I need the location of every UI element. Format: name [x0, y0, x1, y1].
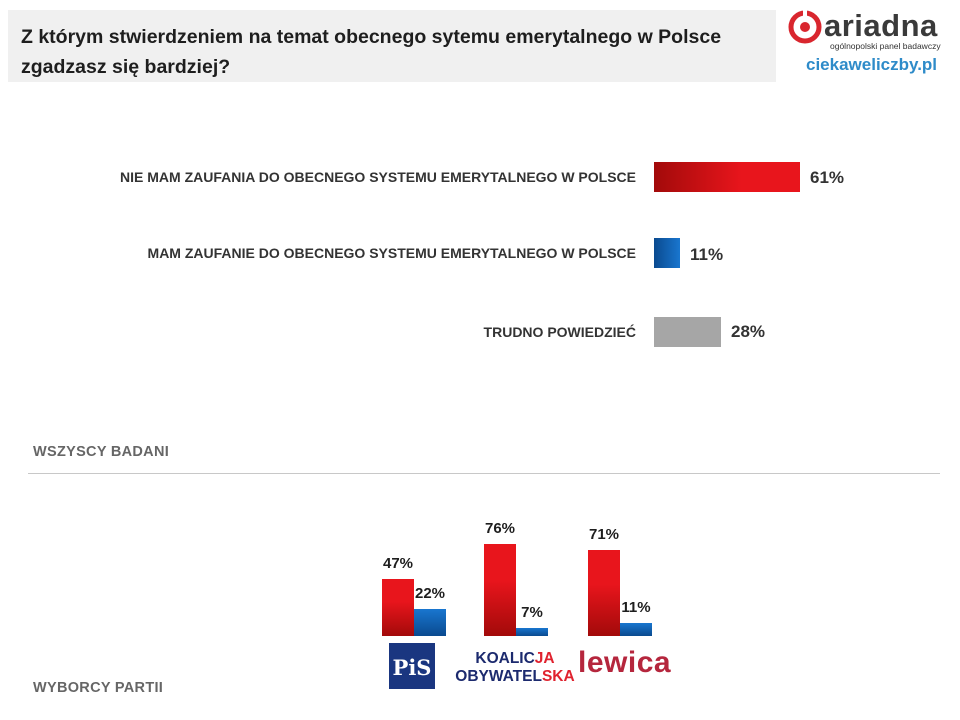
lewica-logo: lewica: [578, 646, 672, 679]
ko-logo-line2: OBYWATELSKA: [455, 668, 575, 685]
bar-ko-trust: [516, 628, 548, 636]
bar-lewica-no-trust: [588, 550, 620, 636]
bar-pis-trust: [414, 609, 446, 636]
page-title: Z którym stwierdzeniem na temat obecnego…: [21, 26, 722, 78]
bar-category-label: NIE MAM ZAUFANIA DO OBECNEGO SYSTEMU EME…: [120, 169, 636, 185]
bar-pis-no-trust: [382, 579, 414, 636]
bar-value-label: 47%: [382, 555, 414, 572]
ko-logo: KOALICJA OBYWATELSKA: [455, 650, 575, 686]
bar-ko-no-trust: [484, 544, 516, 636]
bar-value-label: 11%: [690, 245, 724, 264]
bar-value-label: 7%: [521, 604, 543, 621]
ariadna-logo: ariadna ogólnopolski panel badawczy: [788, 8, 948, 54]
bar-no-trust: [654, 162, 800, 192]
section-label-parties: WYBORCY PARTII: [33, 680, 164, 696]
section-label-all: WSZYSCY BADANI: [33, 444, 170, 460]
bar-value-label: 61%: [810, 168, 845, 187]
ariadna-logo-mark-icon: [788, 10, 822, 44]
bar-value-label: 76%: [484, 520, 516, 537]
ko-logo-line1: KOALICJA: [475, 650, 555, 667]
bar-value-label: 71%: [588, 526, 620, 543]
logo-wordmark: ariadna: [824, 8, 938, 43]
bar-category-label: TRUDNO POWIEDZIEĆ: [483, 324, 636, 340]
bar-value-label: 28%: [731, 322, 766, 341]
site-link[interactable]: ciekaweliczby.pl: [806, 55, 938, 74]
bar-value-label: 22%: [414, 585, 446, 602]
bar-category-label: MAM ZAUFANIE DO OBECNEGO SYSTEMU EMERYTA…: [147, 245, 636, 261]
title-box: Z którym stwierdzeniem na temat obecnego…: [8, 10, 776, 82]
section-divider: [28, 473, 940, 474]
pis-logo-text: PiS: [392, 655, 432, 680]
pis-logo: PiS: [389, 643, 435, 689]
bar-lewica-trust: [620, 623, 652, 636]
bar-trust: [654, 238, 680, 268]
bar-hard-to-say: [654, 317, 721, 347]
logo-tagline: ogólnopolski panel badawczy: [830, 41, 941, 51]
bar-value-label: 11%: [621, 599, 651, 616]
